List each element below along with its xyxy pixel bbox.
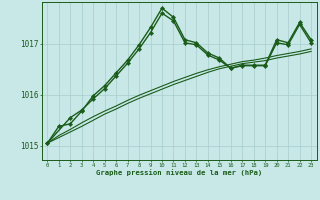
X-axis label: Graphe pression niveau de la mer (hPa): Graphe pression niveau de la mer (hPa) <box>96 169 262 176</box>
